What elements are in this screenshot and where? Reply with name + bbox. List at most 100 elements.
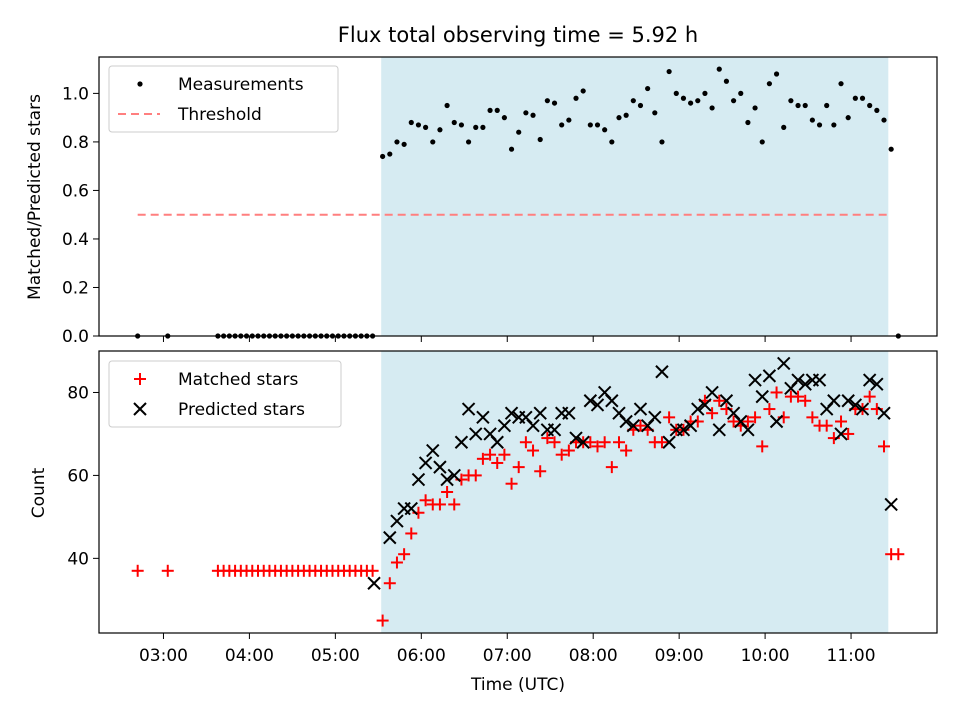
bottom-y-ticks: 40 60 80 [67,383,99,569]
top-legend-box [108,65,339,133]
predicted-star-point [798,377,812,391]
measurement-point [666,68,672,75]
measurement-point [408,119,414,126]
matched-star-point [763,403,776,416]
predicted-star-point [404,501,418,516]
predicted-star-point [884,497,898,512]
measurement-point [852,95,858,101]
matched-star-point [383,577,396,590]
predicted-legend-marker [133,402,147,416]
measurement-point [630,98,636,104]
matched-star-point [749,411,762,424]
measurement-point [587,122,593,128]
predicted-star-point [590,398,605,412]
x-tick-label: 04:00 [225,646,274,666]
matched-star-point [598,436,611,449]
matched-star-point [469,469,482,482]
measurement-point [458,122,465,128]
measurement-point [480,124,486,130]
predicted-star-point [447,468,461,483]
measurement-point [759,139,765,145]
measurement-point [888,146,894,152]
measurement-point [781,124,787,130]
measurement-point [816,122,823,128]
y-tick-label: 1.0 [62,84,89,104]
top-legend: Measurements Threshold [108,65,339,133]
predicted-star-markers [367,356,898,590]
predicted-star-point [698,398,712,412]
measurement-point [573,95,579,101]
y-tick-label: 60 [67,466,89,486]
matched-star-point [390,556,403,569]
x-tick-label: 11:00 [827,646,876,666]
measurement-point [637,102,644,109]
measurement-point [580,88,586,94]
measurement-point [380,153,386,160]
y-tick-label: 40 [67,549,89,569]
legend-matched-label: Matched stars [178,370,298,390]
measurement-point [623,112,629,118]
bottom-y-label: Count [29,467,49,518]
matched-star-point [877,440,890,453]
predicted-star-point [569,431,583,445]
predicted-star-point [533,406,547,420]
legend-threshold-label: Threshold [177,105,262,125]
x-tick-label: 07:00 [483,646,532,666]
predicted-star-point [469,427,483,441]
x-tick-label: 06:00 [397,646,446,666]
measurement-point [594,122,601,128]
matched-star-point [541,432,554,445]
predicted-star-point [526,418,540,433]
predicted-star-point [655,365,669,379]
predicted-star-point [547,423,562,437]
matched-star-point [534,465,547,478]
y-tick-label: 0.4 [62,230,89,250]
top-title: Flux total observing time = 5.92 h [338,23,698,47]
matched-star-point [605,461,618,474]
measurement-point [508,146,515,152]
matched-star-point [555,448,568,461]
measurement-point [874,107,880,113]
measurement-point [566,117,572,123]
predicted-star-point [841,394,855,408]
measurement-point [516,129,522,135]
predicted-star-point [848,398,863,412]
matched-star-point [842,427,855,440]
predicted-star-point [461,402,476,416]
legend-measurements-label: Measurements [178,75,304,95]
predicted-star-point [691,402,705,416]
measurement-point [809,117,815,123]
predicted-star-point [755,389,769,404]
predicted-star-point [741,423,755,437]
measurement-point [716,66,722,72]
matched-star-point [448,498,461,511]
predicted-star-point [834,427,848,441]
measurement-point [394,139,400,145]
matched-star-point [491,456,504,469]
matched-star-point [591,440,604,453]
matched-star-point [376,614,389,627]
measurement-point [730,98,737,104]
measurement-point [645,85,651,92]
bottom-legend-box [108,360,342,428]
matched-star-point [584,436,597,449]
measurement-point [487,107,493,113]
matched-star-point [634,419,647,432]
measurement-point [544,98,550,104]
measurement-point [501,115,507,121]
matched-star-point [806,411,819,424]
predicted-star-point [877,406,891,420]
predicted-star-point [862,373,877,387]
predicted-star-point [683,418,698,433]
measurement-point [702,90,708,96]
predicted-star-point [605,394,619,408]
measurement-point [738,90,744,96]
x-tick-label: 09:00 [655,646,704,666]
measurements-legend-marker [137,81,143,87]
matched-star-point [419,494,432,507]
predicted-star-point [705,385,719,400]
predicted-star-point [433,460,447,474]
predicted-star-point [426,443,440,458]
measurement-point [523,110,529,116]
